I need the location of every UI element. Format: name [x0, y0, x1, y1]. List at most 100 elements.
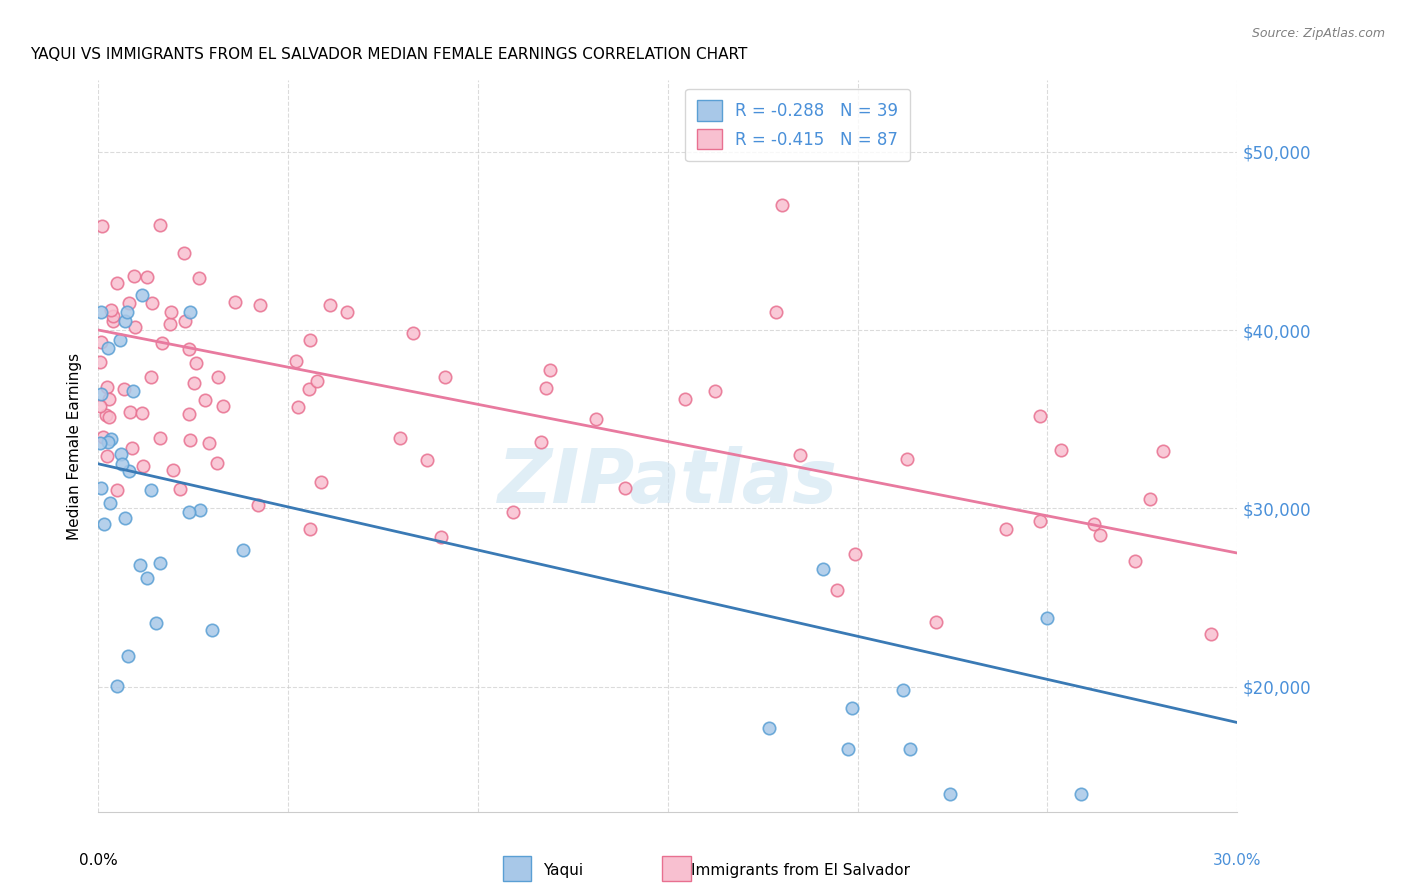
Point: [139, 369, 162, 384]
Point: [249, 297, 271, 311]
Point: [758, 721, 780, 735]
Point: [1083, 516, 1105, 531]
Point: [770, 198, 793, 212]
Point: [416, 452, 439, 467]
Point: [110, 334, 132, 348]
Point: [100, 432, 122, 446]
Point: [765, 305, 787, 319]
Point: [837, 742, 859, 756]
Point: [179, 407, 201, 421]
Point: [149, 218, 172, 232]
Point: [389, 432, 412, 446]
Point: [844, 547, 866, 561]
Point: [530, 435, 553, 450]
Text: ZIPatlas: ZIPatlas: [498, 446, 838, 519]
Point: [98, 392, 121, 407]
Point: [159, 305, 181, 319]
Point: [136, 269, 159, 284]
Point: [1123, 554, 1146, 568]
Point: [246, 498, 269, 512]
Point: [149, 431, 172, 445]
Point: [841, 701, 863, 715]
Point: [205, 456, 228, 470]
Point: [284, 354, 307, 368]
Point: [90, 219, 112, 233]
Text: YAQUI VS IMMIGRANTS FROM EL SALVADOR MEDIAN FEMALE EARNINGS CORRELATION CHART: YAQUI VS IMMIGRANTS FROM EL SALVADOR MED…: [30, 47, 748, 62]
Point: [93, 517, 115, 532]
Point: [132, 459, 155, 474]
Point: [538, 363, 561, 377]
Legend: R = -0.288   N = 39, R = -0.415   N = 87: R = -0.288 N = 39, R = -0.415 N = 87: [685, 88, 910, 161]
Point: [336, 304, 359, 318]
Point: [1152, 443, 1174, 458]
Point: [98, 409, 121, 424]
Point: [90, 334, 112, 349]
Point: [105, 483, 128, 498]
Point: [898, 741, 921, 756]
Point: [111, 458, 134, 472]
Point: [90, 387, 112, 401]
Point: [89, 435, 111, 450]
Point: [673, 392, 696, 406]
Point: [827, 582, 849, 597]
Point: [194, 392, 217, 407]
Point: [117, 648, 139, 663]
Point: [131, 288, 153, 302]
Point: [169, 482, 191, 496]
Text: 0.0%: 0.0%: [79, 854, 118, 869]
Point: [201, 624, 224, 638]
Point: [1036, 610, 1059, 624]
Point: [319, 298, 342, 312]
Point: [159, 318, 181, 332]
Text: 30.0%: 30.0%: [1213, 854, 1261, 869]
Text: Source: ZipAtlas.com: Source: ZipAtlas.com: [1251, 27, 1385, 40]
Point: [114, 511, 136, 525]
Point: [97, 341, 120, 355]
Point: [145, 615, 167, 630]
Point: [139, 483, 162, 497]
Text: Yaqui: Yaqui: [543, 863, 582, 878]
Point: [585, 412, 607, 426]
Point: [433, 370, 456, 384]
Point: [96, 449, 118, 463]
Point: [112, 382, 135, 396]
Point: [162, 463, 184, 477]
Point: [90, 305, 112, 319]
Point: [120, 405, 142, 419]
Point: [96, 380, 118, 394]
Point: [179, 505, 201, 519]
Point: [98, 496, 121, 510]
Point: [149, 556, 172, 570]
Point: [110, 447, 132, 461]
Point: [925, 615, 948, 629]
Point: [186, 356, 208, 370]
Point: [994, 522, 1017, 536]
Point: [179, 304, 201, 318]
Point: [131, 406, 153, 420]
Point: [811, 562, 834, 576]
Point: [613, 481, 636, 495]
Point: [402, 326, 425, 340]
Point: [103, 314, 125, 328]
Point: [121, 441, 143, 455]
Point: [118, 296, 141, 310]
Text: Immigrants from El Salvador: Immigrants from El Salvador: [690, 863, 910, 878]
Point: [232, 543, 254, 558]
Point: [89, 355, 111, 369]
Point: [198, 435, 221, 450]
Point: [117, 464, 139, 478]
Point: [789, 448, 811, 462]
Point: [311, 475, 333, 490]
Point: [96, 435, 118, 450]
Point: [90, 481, 112, 495]
Point: [129, 558, 152, 573]
Point: [96, 409, 118, 423]
Point: [179, 433, 201, 447]
Point: [1049, 442, 1071, 457]
Point: [141, 295, 163, 310]
Point: [101, 310, 124, 324]
Point: [1028, 409, 1050, 423]
Point: [122, 384, 145, 398]
Point: [122, 268, 145, 283]
Point: [105, 276, 128, 290]
